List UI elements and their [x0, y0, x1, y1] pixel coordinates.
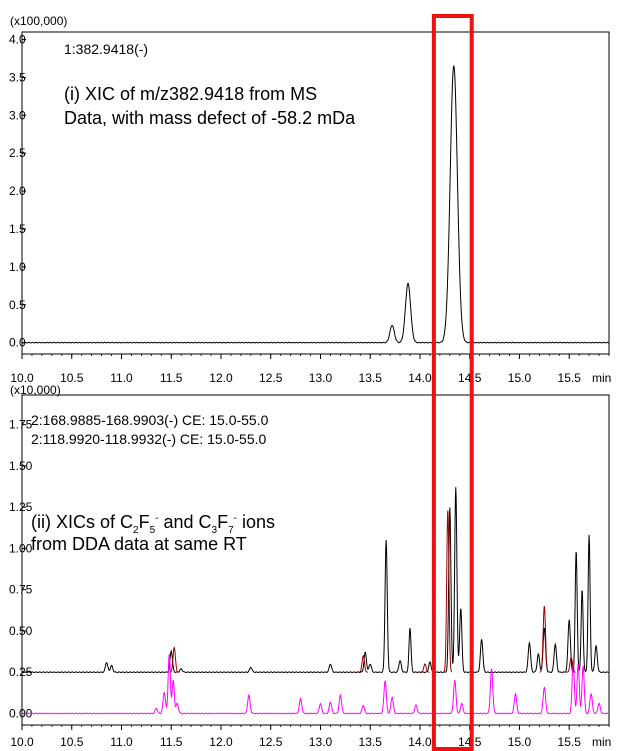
x-tick-label: 13.0 — [309, 735, 333, 749]
y-tick-label: 4.0 — [9, 33, 26, 47]
x-tick-label: 14.0 — [408, 735, 432, 749]
panel-dda-xic: (x10,000) 2:168.9885-168.9903(-) CE: 15.… — [9, 383, 611, 749]
y-tick-label: 0.00 — [9, 706, 33, 720]
y-tick-label: 1.00 — [9, 541, 33, 555]
series-layer — [21, 65, 610, 344]
x-tick-label: 13.5 — [359, 735, 383, 749]
series-layer — [21, 487, 610, 715]
overlay-peak — [420, 663, 430, 673]
x-tick-label: 11.0 — [110, 371, 133, 385]
retention-time-highlight-box — [431, 14, 474, 751]
x-tick-label: 15.5 — [558, 371, 582, 385]
annotation-line-1: (ii) XICs of C2F5- and C3F7- ions — [31, 512, 275, 536]
annotation-line-2: from DDA data at same RT — [31, 534, 247, 554]
x-axis: 10.0 10.5 11.0 11.5 12.0 12.5 13.0 13.5 14.0 14.5… — [10, 725, 610, 749]
x-tick-label: 12.5 — [259, 371, 283, 385]
x-tick-label: 10.5 — [60, 371, 84, 385]
x-tick-label: 13.0 — [309, 371, 333, 385]
annotation-line-2: Data, with mass defect of -58.2 mDa — [64, 108, 356, 128]
x-axis: 10.0 10.5 11.0 11.5 12.0 12.5 13.0 13.5 14.0 14.5… — [10, 354, 610, 385]
y-tick-label: 2.5 — [9, 146, 26, 160]
y-tick-label: 0.0 — [9, 336, 26, 350]
y-tick-label: 0.75 — [9, 583, 33, 597]
x-tick-label: 10.0 — [10, 371, 34, 385]
y-tick-label: 1.5 — [9, 222, 26, 236]
annotation-line-1: (i) XIC of m/z382.9418 from MS — [64, 84, 317, 104]
x-tick-label: 11.5 — [160, 371, 183, 385]
y-axis: 0.00 0.25 0.50 0.75 1.00 1.25 1.50 1.75 — [9, 395, 33, 725]
legend-entry-black: 2:168.9885-168.9903(-) CE: 15.0-55.0 — [31, 412, 269, 428]
y-tick-label: 0.25 — [9, 665, 33, 679]
y-multiplier-label: (x10,000) — [10, 383, 61, 397]
y-tick-label: 1.0 — [9, 260, 26, 274]
x-tick-label: 12.0 — [209, 371, 233, 385]
y-tick-label: 0.5 — [9, 298, 26, 312]
y-tick-label: 2.0 — [9, 184, 26, 198]
overlay-peak — [566, 656, 576, 673]
y-tick-label: 1.75 — [9, 418, 33, 432]
y-tick-label: 3.5 — [9, 70, 26, 84]
y-tick-label: 1.50 — [9, 459, 33, 473]
x-tick-label: 11.0 — [110, 735, 133, 749]
series-line-2 — [21, 653, 610, 715]
y-multiplier-label: (x100,000) — [10, 14, 67, 28]
series-line-1 — [21, 65, 610, 344]
x-tick-label: 13.5 — [359, 371, 383, 385]
x-unit-label: min — [592, 371, 611, 385]
x-unit-label: min — [592, 735, 611, 749]
plot-frame — [21, 31, 610, 355]
overlay-peak — [539, 606, 550, 673]
overlay-peak — [358, 654, 368, 673]
x-tick-label: 12.0 — [209, 735, 233, 749]
trace-label: 1:382.9418(-) — [64, 41, 148, 57]
y-tick-label: 1.25 — [9, 500, 33, 514]
x-tick-label: 12.5 — [259, 735, 283, 749]
x-tick-label: 15.0 — [508, 735, 532, 749]
overlay-peak — [443, 510, 453, 673]
y-tick-label: 3.0 — [9, 108, 26, 122]
x-tick-label: 10.5 — [60, 735, 84, 749]
x-tick-label: 15.5 — [558, 735, 582, 749]
overlay-peak — [169, 646, 179, 673]
x-tick-label: 15.0 — [508, 371, 532, 385]
x-tick-label: 10.0 — [10, 735, 34, 749]
panel-ms-xic: (x100,000) 1:382.9418(-) (i) XIC of m/z3… — [9, 14, 611, 385]
y-tick-label: 0.50 — [9, 624, 33, 638]
x-tick-label: 11.5 — [160, 735, 183, 749]
x-tick-label: 14.0 — [408, 371, 432, 385]
series-line-1 — [21, 487, 610, 674]
legend-entry-magenta: 2:118.9920-118.9932(-) CE: 15.0-55.0 — [31, 431, 267, 447]
y-axis: 0.0 0.5 1.0 1.5 2.0 2.5 3.0 3.5 4.0 — [9, 32, 26, 354]
